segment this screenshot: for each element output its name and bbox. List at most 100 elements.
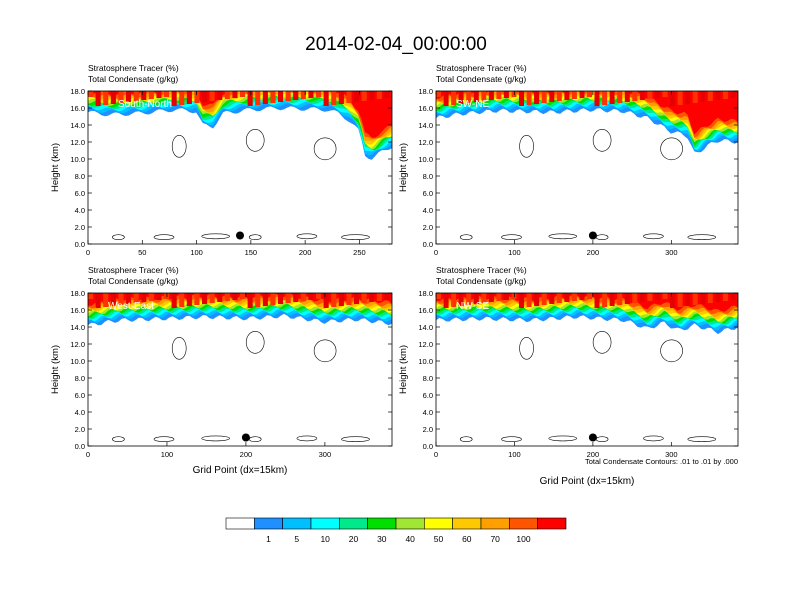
tracer-streak [722,91,728,99]
tracer-streak [466,91,472,103]
tracer-streak [534,293,540,306]
panel-title-line2: Total Condensate (g/kg) [436,276,526,286]
condensate-contour [501,436,522,443]
tracer-streak [164,91,170,97]
condensate-contour [245,330,265,354]
tracer-streak [481,293,487,303]
condensate-contour [687,234,717,240]
tracer-streak [278,91,284,102]
condensate-contour [112,234,125,240]
figure-title: 2014-02-04_00:00:00 [305,34,487,55]
x-tick-label: 100 [190,248,203,257]
tracer-streak [451,293,457,307]
tracer-streak [126,293,132,304]
tracer-streak [331,293,337,307]
tracer-streak [579,293,585,300]
y-tick-label: 4.0 [75,408,85,417]
y-tick-label: 2.0 [75,425,85,434]
x-tick-label: 150 [245,248,258,257]
tracer-streak [458,91,464,104]
y-tick-label: 4.0 [423,408,433,417]
tracer-streak [293,91,299,100]
y-tick-label: 14.0 [70,121,85,130]
colorbar-label: 1 [266,534,271,544]
tracer-streak [655,91,660,98]
tracer-streak [730,293,736,300]
y-axis-label: Height (km) [398,345,409,394]
tracer-streak [730,91,736,98]
condensate-contour [643,233,664,240]
y-tick-label: 2.0 [423,425,433,434]
colorbar-swatch [367,517,397,530]
y-tick-label: 6.0 [423,189,433,198]
tracer-streak [232,293,238,300]
tracer-streak [609,91,615,104]
y-tick-label: 16.0 [70,104,85,113]
y-axis-label: Height (km) [50,143,61,192]
y-tick-label: 0.0 [423,240,433,249]
tracer-streak [594,293,600,308]
x-axis-label: Grid Point (dx=15km) [540,476,635,487]
tracer-streak [300,293,306,301]
tracer-streak [556,91,562,101]
y-tick-label: 0.0 [423,442,433,451]
tracer-streak [202,293,208,304]
panel-title-line2: Total Condensate (g/kg) [88,276,178,286]
tracer-streak [594,91,600,106]
x-tick-label: 200 [299,248,312,257]
tracer-streak [148,91,154,99]
x-tick-label: 100 [161,450,174,459]
tracer-streak [549,293,555,304]
y-tick-label: 16.0 [418,104,433,113]
x-tick-label: 50 [138,248,146,257]
y-tick-label: 16.0 [70,306,85,315]
colorbar-swatch [310,517,340,530]
tracer-streak [331,91,337,105]
tracer-streak [346,293,352,305]
tracer-streak [202,91,208,102]
y-tick-label: 0.0 [75,442,85,451]
colorbar-swatch [254,517,283,530]
tracer-streak [436,293,441,299]
x-tick-label: 200 [587,450,600,459]
y-axis-label: Height (km) [398,143,409,192]
tracer-streak [133,91,139,101]
plot-frame [87,292,393,447]
tracer-streak [103,293,109,307]
panel-label: NW-SE [456,301,489,312]
condensate-contour [153,234,175,240]
tracer-streak [186,293,192,306]
y-tick-label: 4.0 [75,206,85,215]
y-tick-label: 18.0 [70,289,85,298]
tracer-streak [662,293,668,299]
tracer-streak [564,293,570,302]
y-tick-label: 12.0 [70,138,85,147]
x-tick-label: 100 [508,450,521,459]
panel-title-line1: Stratosphere Tracer (%) [436,265,527,275]
tracer-streak [639,91,645,100]
tracer-streak [156,91,162,98]
y-tick-label: 8.0 [75,172,85,181]
tracer-streak [103,91,109,105]
y-tick-label: 6.0 [75,391,85,400]
y-tick-label: 10.0 [418,155,433,164]
x-tick-label: 200 [240,450,253,459]
x-tick-label: 0 [86,248,90,257]
tracer-streak [323,91,329,106]
tracer-field [88,293,392,446]
colorbar-swatch [338,517,368,530]
y-tick-label: 10.0 [70,155,85,164]
tracer-streak [511,91,517,97]
tracer-streak [534,91,540,104]
tracer-streak [255,91,261,105]
tracer-streak [262,91,268,104]
tracer-streak [270,293,276,305]
tracer-streak [458,293,464,306]
tracer-streak [473,91,479,102]
colorbar-label: 70 [490,534,500,544]
tracer-streak [285,91,291,101]
tracer-streak [285,293,291,303]
condensate-contour [687,436,717,443]
y-tick-label: 12.0 [418,340,433,349]
